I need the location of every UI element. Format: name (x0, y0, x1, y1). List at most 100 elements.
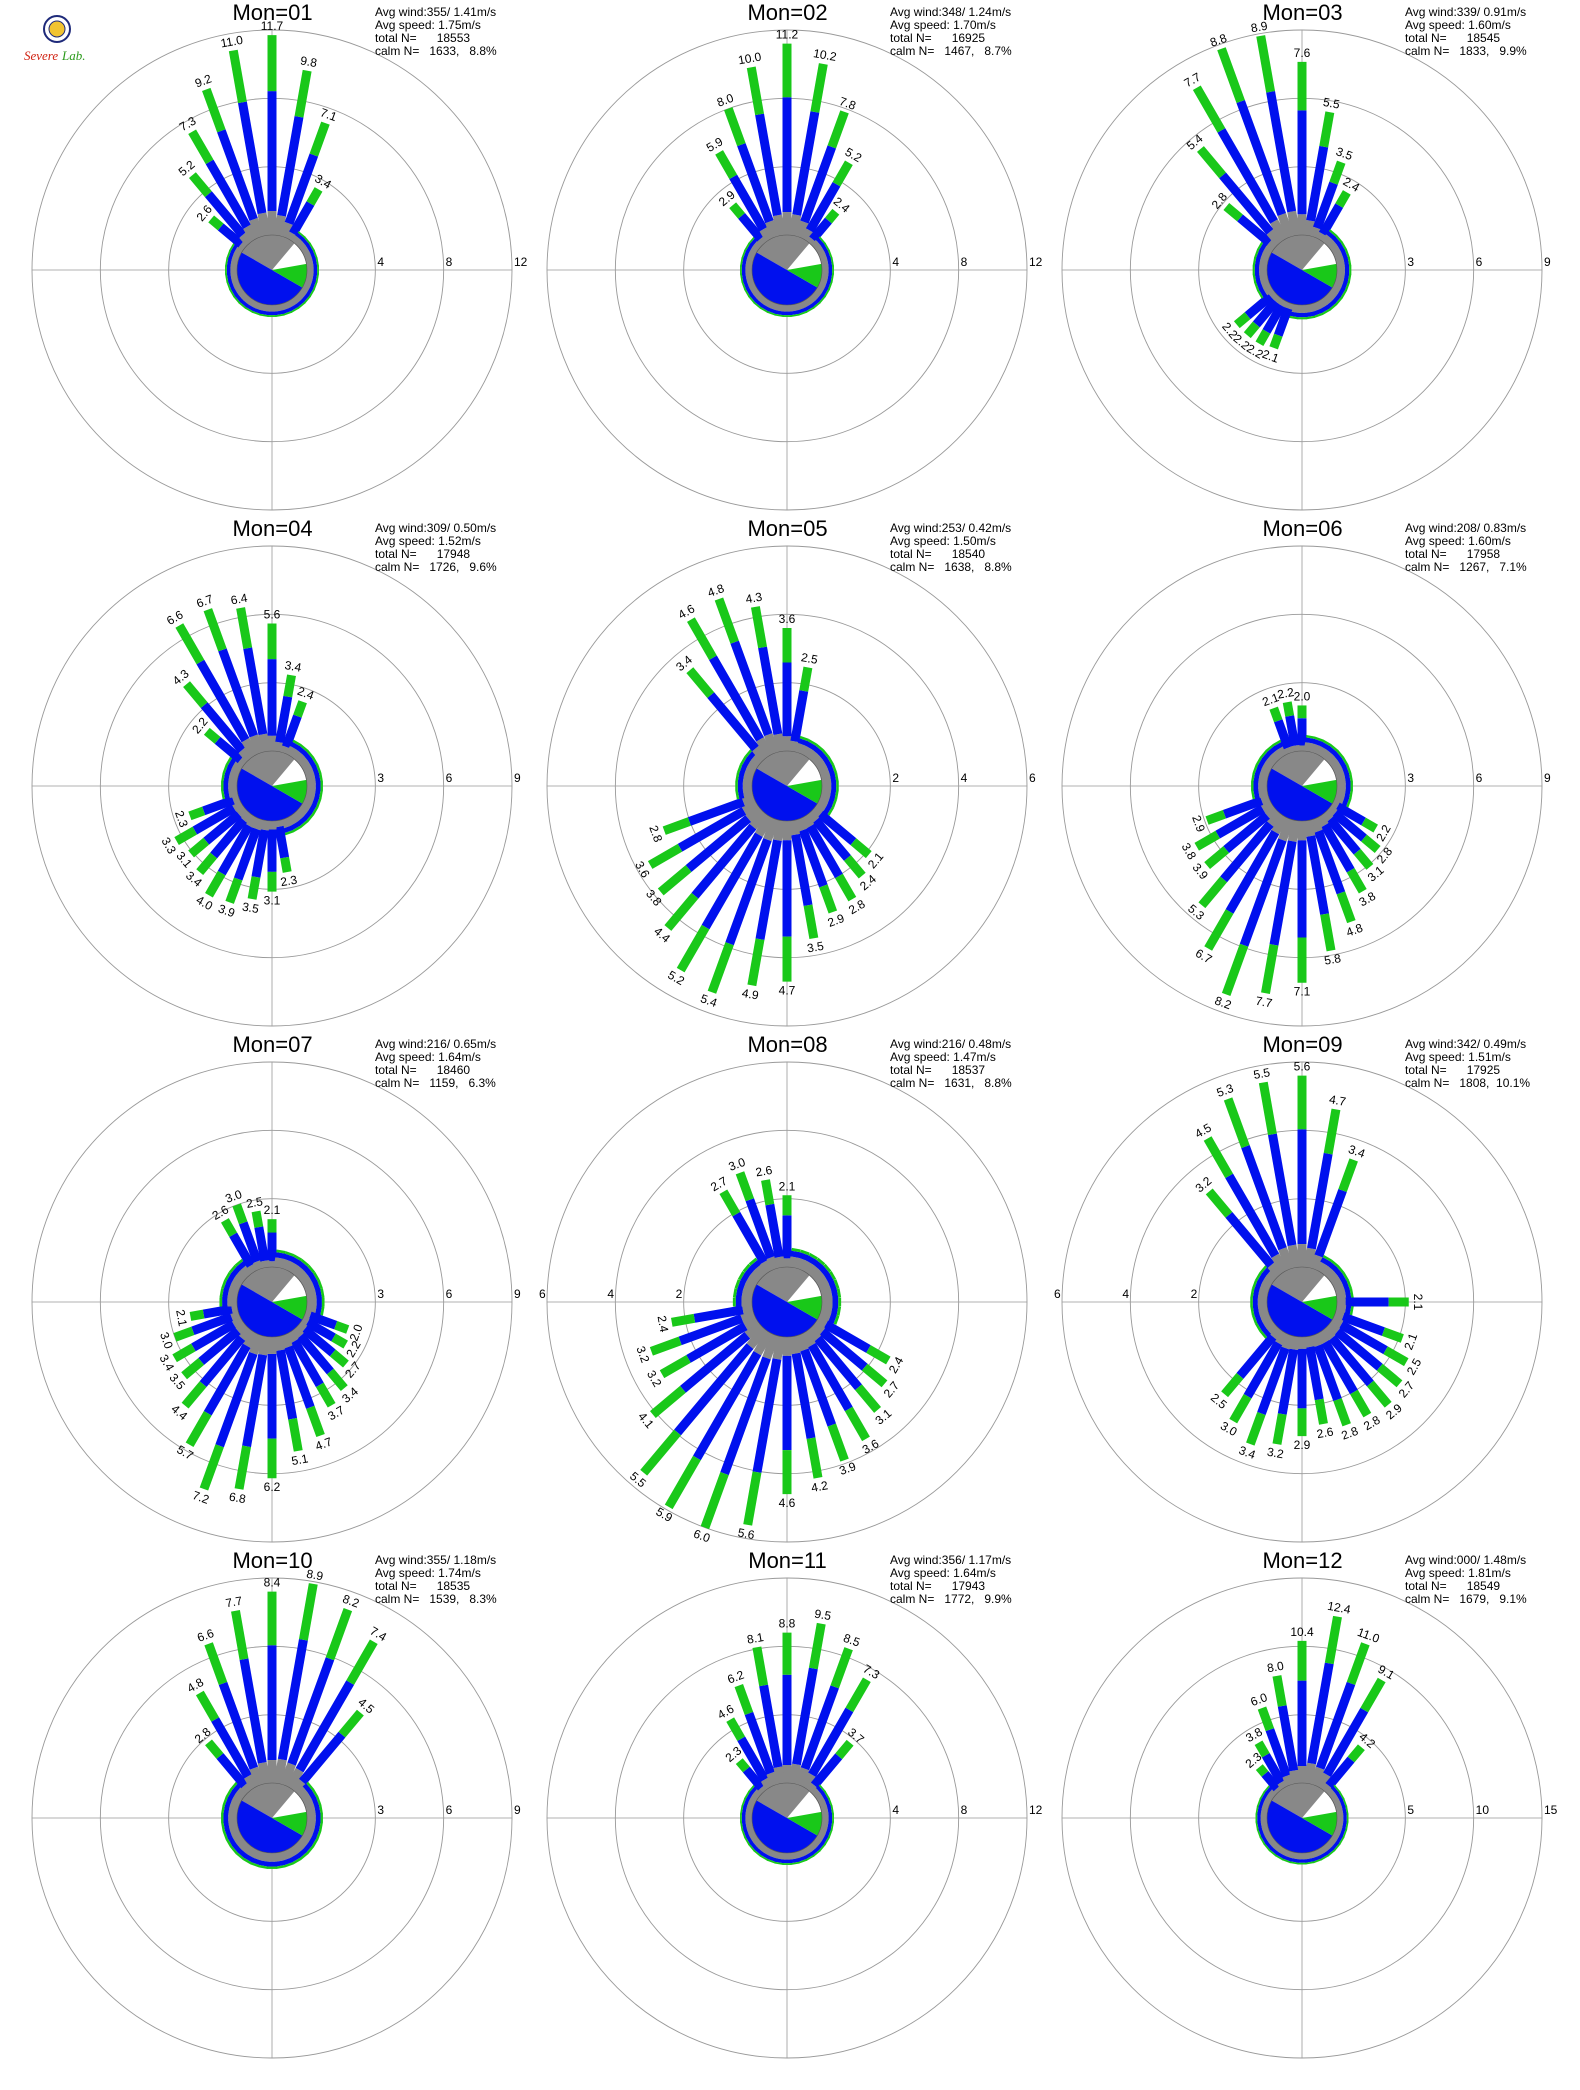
bar-segment-high (806, 1437, 823, 1479)
pie-slice-high (787, 263, 822, 288)
stat-avg-speed: Avg speed: 1.47m/s (890, 1050, 996, 1064)
bar-value-label: 9.8 (299, 53, 318, 70)
bar-segment-low (743, 1798, 750, 1809)
bar-segment-high (799, 666, 813, 692)
bar-segment-calm (231, 1303, 239, 1314)
stat-avg-wind: Avg wind:309/ 0.50m/s (375, 521, 497, 535)
bar-segment-low (691, 823, 757, 899)
range-ring (546, 1061, 1028, 1543)
bar-segment-high (726, 1717, 746, 1741)
bar-segment-calm (1321, 234, 1334, 247)
bar-segment-high (199, 1444, 224, 1491)
bar-segment-low (234, 293, 244, 303)
bar-value-label: 11.7 (261, 19, 284, 33)
tick-label: 3 (377, 771, 384, 785)
bar-segment-high (1265, 744, 1275, 752)
bar-segment-low (1335, 1834, 1344, 1845)
bar-segment-calm (303, 1798, 315, 1811)
bar-segment-calm (794, 1849, 806, 1859)
bar-segment-low (1261, 1753, 1286, 1785)
bar-segment-high (647, 843, 683, 869)
bar-value-label: 6.4 (230, 591, 249, 608)
bar-segment-low (314, 773, 321, 783)
bar-segment-calm (258, 1335, 271, 1356)
bar-segment-high (1322, 1254, 1332, 1262)
pie-slice-high (272, 1295, 307, 1320)
bar-segment-calm (1277, 1780, 1289, 1790)
bar-segment-low (1306, 1152, 1333, 1250)
tick-label: 8 (446, 255, 453, 269)
bar-segment-low (226, 257, 232, 268)
bar-segment-high (220, 1218, 238, 1238)
bar-segment-low (1326, 299, 1336, 310)
bar-segment-calm (257, 212, 271, 237)
bar-segment-calm (260, 1260, 271, 1269)
bar-segment-low (797, 738, 809, 746)
bar-segment-low (725, 838, 772, 946)
bar-segment-calm (235, 805, 249, 818)
bar-segment-calm (810, 239, 822, 251)
bar-segment-calm (1265, 1270, 1279, 1283)
bar-segment-calm (1303, 1335, 1315, 1348)
range-ring (31, 1061, 513, 1543)
bar-value-label: 9.5 (813, 1606, 832, 1623)
bar-segment-calm (1259, 766, 1271, 779)
bar-segment-calm (1303, 303, 1314, 314)
bar-segment-low (1265, 1728, 1291, 1778)
bar-segment-low (1319, 741, 1331, 751)
bar-segment-calm (1287, 210, 1301, 237)
bar-segment-high (1330, 1259, 1339, 1268)
bar-segment-high (1333, 1398, 1351, 1427)
bar-value-label: 3.0 (727, 1155, 748, 1174)
bar-segment-high (244, 306, 254, 313)
bar-segment-calm (1277, 212, 1295, 239)
bar-segment-low (217, 823, 253, 876)
bar-segment-calm (257, 1762, 271, 1785)
bar-segment-calm (1335, 1303, 1347, 1315)
bar-segment-calm (300, 1315, 310, 1327)
bar-value-label: 2.5 (800, 650, 819, 667)
bar-segment-calm (806, 1325, 822, 1342)
bar-segment-calm (745, 1275, 759, 1289)
bar-segment-high (236, 607, 253, 649)
tick-label: 4 (1122, 1287, 1129, 1301)
bar-segment-low (277, 116, 304, 217)
bar-segment-low (824, 1272, 834, 1284)
bar-segment-low (817, 750, 828, 762)
bar-segment-low (202, 795, 235, 816)
bar-segment-high (845, 1677, 871, 1713)
bar-segment-low (803, 1851, 814, 1860)
panel-title: Mon=06 (1262, 516, 1343, 541)
bar-value-label: 6.0 (692, 1527, 713, 1546)
bar-segment-calm (1269, 1325, 1283, 1340)
bar-segment-low (198, 1327, 241, 1365)
bar-segment-low (239, 298, 249, 308)
bar-segment-calm (228, 1805, 239, 1817)
bar-value-label: 8.1 (746, 1630, 765, 1647)
tick-label: 6 (1054, 1287, 1061, 1301)
bar-segment-calm (241, 293, 253, 305)
bars-group (174, 607, 323, 904)
tick-label: 2 (1191, 1287, 1198, 1301)
bar-segment-high (346, 1639, 378, 1685)
bar-segment-calm (1309, 1849, 1321, 1859)
bar-segment-high (807, 738, 817, 746)
bar-segment-low (283, 1253, 294, 1262)
bar-segment-low (277, 1639, 308, 1761)
bar-segment-calm (740, 1309, 756, 1323)
bar-segment-high (1361, 817, 1378, 833)
bar-segment-calm (231, 760, 244, 773)
bar-segment-calm (305, 271, 314, 282)
bar-segment-calm (788, 819, 801, 836)
bar-segment-low (791, 1352, 816, 1440)
range-ring (1061, 29, 1543, 511)
bar-segment-high (1254, 248, 1260, 259)
bar-segment-low (829, 773, 837, 783)
range-ring (1061, 1061, 1543, 1543)
bar-segment-calm (273, 1257, 285, 1269)
bar-segment-calm (818, 1825, 828, 1837)
bar-segment-high (298, 1583, 318, 1641)
bar-segment-calm (1263, 1831, 1274, 1843)
bar-segment-low (1256, 280, 1264, 291)
bar-segment-high (232, 1203, 248, 1225)
